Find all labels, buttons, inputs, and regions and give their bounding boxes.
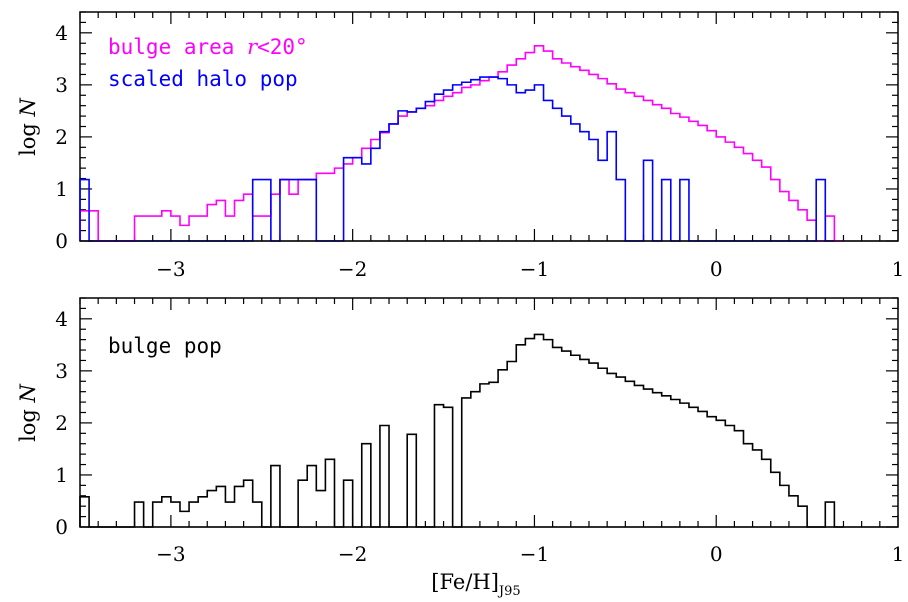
y-tick-label: 2: [55, 411, 68, 435]
y-tick-label: 0: [55, 515, 68, 539]
bottom-tick-labels: −3 −2 −1 0 1 0 1 2 3 4: [55, 307, 904, 566]
y-tick-label: 0: [55, 229, 68, 253]
y-tick-label: 2: [55, 125, 68, 149]
y-tick-label: 4: [55, 307, 68, 331]
y-tick-label: 3: [55, 359, 68, 383]
bottom-panel: −3 −2 −1 0 1 0 1 2 3 4 log N bulge pop [Fe/H]J95: [16, 297, 904, 599]
x-tick-label: −2: [338, 257, 367, 281]
y-tick-label: 3: [55, 73, 68, 97]
x-tick-label: −3: [156, 257, 185, 281]
x-tick-label: 0: [710, 542, 723, 566]
x-axis-label: [Fe/H]J95: [431, 570, 520, 599]
series-scaled-halo-pop: [79, 76, 835, 242]
bottom-series-group: [79, 333, 898, 528]
bottom-ticks: [79, 297, 899, 528]
bottom-ylabel-n: N: [16, 383, 40, 403]
x-tick-label: 1: [892, 257, 905, 281]
legend-bulge-area-text: bulge area: [108, 35, 247, 59]
top-series-group: [79, 45, 898, 242]
top-ylabel: log N: [16, 97, 40, 155]
series-bulge-pop: [79, 333, 844, 528]
bottom-plot-frame: [79, 297, 899, 528]
y-tick-label: 4: [55, 21, 68, 45]
x-tick-label: −3: [156, 542, 185, 566]
x-tick-label: −1: [520, 542, 549, 566]
x-tick-label: 0: [710, 257, 723, 281]
top-ylabel-n: N: [16, 97, 40, 117]
x-tick-label: −2: [338, 542, 367, 566]
legend-bulge-area: bulge area r<20°: [108, 35, 308, 59]
legend-bulge-area-r: r: [247, 35, 259, 59]
bottom-ylabel: log N: [16, 383, 40, 441]
top-tick-labels: −3 −2 −1 0 1 0 1 2 3 4: [55, 21, 904, 281]
y-tick-label: 1: [55, 177, 68, 201]
legend-bulge-pop: bulge pop: [108, 334, 222, 358]
legend-bulge-area-rest: <20°: [257, 35, 308, 59]
x-tick-label: −1: [520, 257, 549, 281]
legend-scaled-halo: scaled halo pop: [108, 67, 298, 91]
y-tick-label: 1: [55, 463, 68, 487]
x-axis-label-sub: J95: [497, 584, 521, 599]
top-panel: −3 −2 −1 0 1 0 1 2 3 4 log N bulge area r<20° sca…: [16, 11, 904, 281]
bottom-ylabel-log: log: [16, 402, 40, 441]
top-ylabel-log: log: [16, 116, 40, 155]
x-tick-label: 1: [892, 542, 905, 566]
x-axis-label-main: [Fe/H]: [431, 570, 499, 594]
